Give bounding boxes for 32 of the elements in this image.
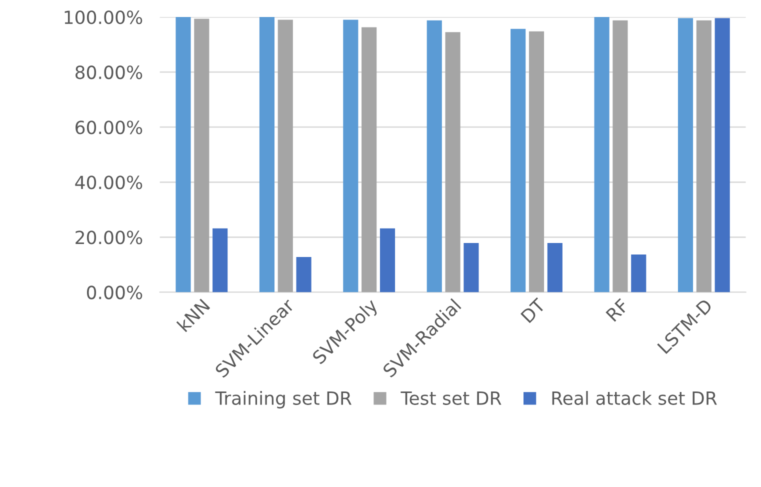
bar — [176, 17, 191, 292]
bar — [278, 20, 293, 292]
bar — [510, 28, 526, 292]
bar — [362, 27, 377, 292]
bar — [445, 32, 460, 292]
bar — [631, 254, 646, 292]
bar — [380, 228, 396, 292]
y-tick-label: 0.00% — [86, 286, 142, 300]
y-tick-label: 20.00% — [76, 230, 142, 244]
bar — [547, 242, 562, 292]
legend-label: Test set DR — [400, 392, 502, 405]
y-tick-label: 40.00% — [75, 176, 142, 190]
bar — [464, 242, 479, 292]
y-tick-label: 80.00% — [76, 66, 142, 80]
bar — [612, 20, 628, 292]
bar — [528, 31, 544, 292]
y-tick-label: 60.00% — [76, 120, 142, 134]
bar — [696, 20, 712, 292]
bar — [194, 18, 210, 292]
bar — [343, 20, 358, 292]
bar — [678, 18, 694, 292]
x-tick-label: RF — [606, 298, 630, 322]
legend-label: Real attack set DR — [552, 390, 717, 405]
bar — [594, 17, 610, 292]
y-tick-label: 100.00% — [64, 10, 142, 24]
bar — [426, 20, 442, 292]
bar — [212, 228, 228, 292]
legend-label: Training set DR — [215, 390, 352, 408]
bar — [714, 18, 730, 292]
x-tick-label: DT — [520, 297, 546, 324]
bar — [296, 256, 312, 292]
bar — [259, 17, 274, 292]
